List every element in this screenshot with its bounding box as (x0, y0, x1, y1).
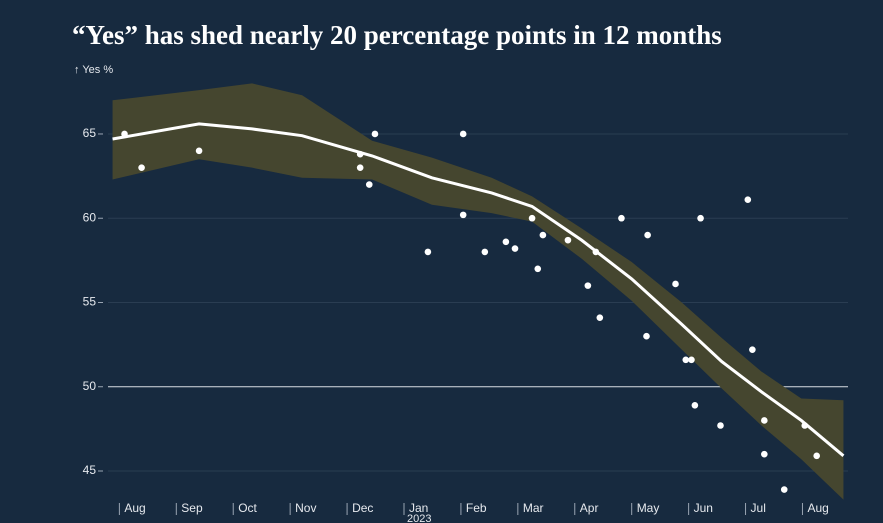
poll-point (481, 248, 489, 256)
poll-point (511, 245, 519, 252)
poll-point (618, 214, 625, 222)
poll-point (365, 181, 373, 188)
poll-point (502, 238, 510, 246)
poll-point (539, 231, 547, 239)
poll-point (717, 422, 724, 429)
chart-title: “Yes” has shed nearly 20 percentage poin… (72, 20, 722, 50)
poll-point (644, 231, 651, 239)
y-tick-label: 60 (83, 210, 97, 224)
y-tick-label: 65 (83, 126, 97, 140)
x-tick-label: May (637, 501, 660, 515)
y-axis-label: ↑ Yes % (74, 64, 113, 76)
trend-line (112, 122, 845, 457)
poll-point (672, 280, 679, 288)
poll-point (592, 248, 600, 256)
x-tick-label: Sep (181, 501, 203, 515)
poll-point (371, 130, 379, 138)
x-year-label: 2023 (407, 513, 431, 523)
poll-point (534, 265, 542, 273)
poll-point (424, 248, 432, 256)
poll-point (697, 214, 704, 222)
poll-point (459, 211, 467, 219)
poll-point (356, 164, 364, 171)
poll-point (801, 422, 809, 429)
y-tick-label: 55 (83, 295, 97, 309)
poll-point (528, 214, 536, 222)
poll-point (691, 401, 699, 409)
poll-point (121, 130, 128, 138)
x-tick-label: Apr (580, 501, 599, 515)
poll-point (356, 150, 364, 158)
x-tick-label: Aug (124, 501, 145, 515)
poll-point (584, 282, 592, 289)
poll-point (780, 486, 788, 493)
y-tick-label: 50 (83, 379, 97, 393)
x-tick-label: Jan (409, 501, 428, 515)
poll-point (682, 356, 690, 364)
poll-point (813, 452, 820, 460)
poll-point (564, 236, 572, 244)
poll-point (688, 356, 695, 364)
poll-point (761, 417, 768, 424)
poll-point (596, 314, 604, 321)
poll-point (643, 332, 650, 340)
x-tick-label: Jun (694, 501, 713, 515)
x-tick-label: Nov (295, 501, 316, 515)
x-tick-label: Feb (466, 501, 487, 515)
x-tick-label: Aug (807, 501, 828, 515)
poll-point (138, 164, 145, 171)
x-tick-label: Oct (238, 501, 257, 515)
y-tick-label: 45 (83, 463, 97, 477)
x-tick-label: Dec (352, 501, 373, 515)
poll-point (459, 130, 467, 138)
x-tick-label: Jul (751, 501, 766, 515)
poll-point (744, 196, 752, 203)
x-tick-label: Mar (523, 501, 544, 515)
poll-point (195, 147, 203, 155)
poll-point (761, 450, 768, 458)
poll-point (749, 346, 756, 353)
